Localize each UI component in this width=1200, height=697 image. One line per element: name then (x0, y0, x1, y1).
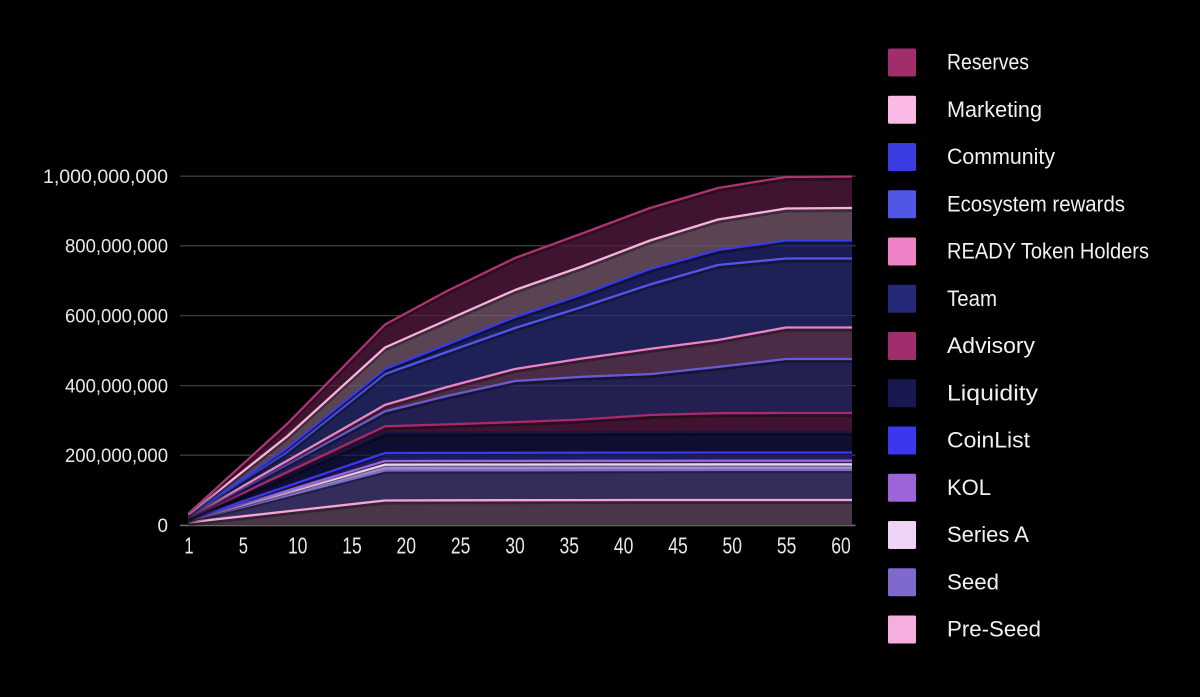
svg-text:0: 0 (158, 516, 169, 537)
svg-text:45: 45 (668, 533, 688, 559)
svg-text:10: 10 (288, 533, 308, 559)
svg-text:5: 5 (239, 533, 248, 559)
svg-text:Ecosystem rewards: Ecosystem rewards (947, 191, 1125, 216)
svg-text:KOL: KOL (947, 475, 991, 500)
svg-text:25: 25 (451, 533, 471, 559)
svg-text:1,000,000,000: 1,000,000,000 (43, 167, 168, 188)
svg-text:Reserves: Reserves (947, 50, 1029, 75)
svg-text:55: 55 (777, 533, 797, 559)
svg-text:Pre-Seed: Pre-Seed (947, 617, 1041, 642)
svg-text:15: 15 (342, 533, 362, 559)
svg-text:30: 30 (505, 533, 525, 559)
svg-text:Seed: Seed (947, 570, 999, 595)
svg-text:READY Token Holders: READY Token Holders (947, 239, 1149, 264)
svg-text:Team: Team (947, 286, 997, 311)
svg-text:400,000,000: 400,000,000 (65, 376, 168, 397)
svg-text:200,000,000: 200,000,000 (65, 446, 168, 467)
svg-text:Marketing: Marketing (947, 97, 1042, 122)
svg-text:800,000,000: 800,000,000 (65, 237, 168, 258)
svg-text:Community: Community (947, 144, 1055, 169)
svg-text:Advisory: Advisory (947, 333, 1035, 358)
svg-text:600,000,000: 600,000,000 (65, 306, 168, 327)
svg-text:60: 60 (831, 533, 851, 559)
svg-text:50: 50 (723, 533, 743, 559)
svg-text:Liquidity: Liquidity (947, 380, 1038, 405)
svg-text:40: 40 (614, 533, 634, 559)
svg-text:CoinList: CoinList (947, 428, 1030, 453)
svg-text:1: 1 (184, 533, 193, 559)
svg-text:35: 35 (560, 533, 580, 559)
svg-text:Series A: Series A (947, 522, 1029, 547)
svg-text:20: 20 (397, 533, 417, 559)
